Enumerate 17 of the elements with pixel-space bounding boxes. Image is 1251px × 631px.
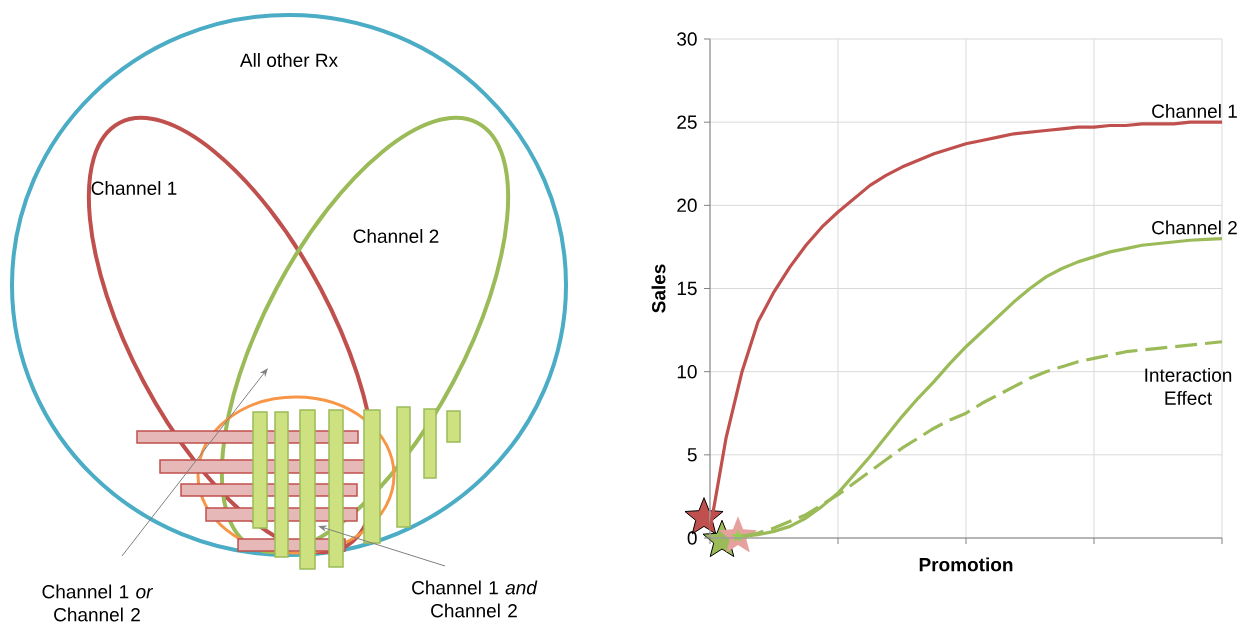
y-tick-label: 25 — [677, 115, 697, 129]
y-axis-title: Sales — [651, 264, 666, 313]
y-tick-label: 0 — [687, 531, 697, 545]
text: Channel 1 and Channel 2 — [412, 580, 538, 618]
series-label: Channel 2 — [1152, 220, 1237, 235]
series-label: Interaction Effect — [1145, 367, 1232, 405]
y-tick-label: 5 — [687, 448, 697, 462]
x-axis-title: Promotion — [919, 557, 1013, 572]
y-tick-label: 10 — [677, 364, 697, 379]
text: Channel 2 — [353, 229, 439, 243]
y-tick-label: 20 — [677, 198, 697, 213]
text: Channel 1 — [91, 181, 177, 195]
text: Channel 1 or Channel 2 — [42, 584, 154, 622]
y-tick-label: 15 — [677, 281, 697, 296]
series-label: Channel 1 — [1152, 104, 1237, 118]
y-tick-label: 30 — [677, 32, 697, 46]
text: All other Rx — [239, 53, 338, 67]
